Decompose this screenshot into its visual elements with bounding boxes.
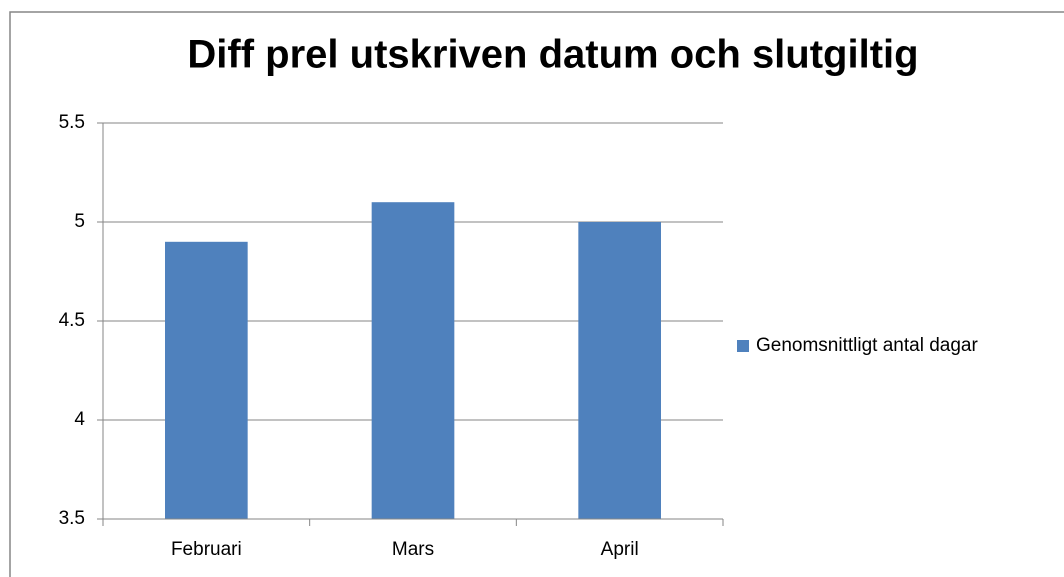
x-tick-label: Mars: [392, 539, 434, 560]
x-tick-label: April: [601, 539, 639, 560]
y-tick-label: 5: [74, 211, 85, 232]
bar: [371, 202, 455, 519]
chart-title: Diff prel utskriven datum och slutgiltig: [187, 33, 918, 77]
x-tick-label: Februari: [171, 539, 242, 560]
bar: [578, 222, 661, 519]
y-tick-label: 4: [74, 409, 85, 430]
legend-label: Genomsnittligt antal dagar: [756, 335, 978, 356]
y-tick-label: 5.5: [59, 112, 85, 133]
y-tick-label: 3.5: [59, 508, 85, 529]
bar: [165, 241, 248, 520]
legend-swatch: [737, 340, 749, 352]
y-tick-label: 4.5: [59, 310, 85, 331]
